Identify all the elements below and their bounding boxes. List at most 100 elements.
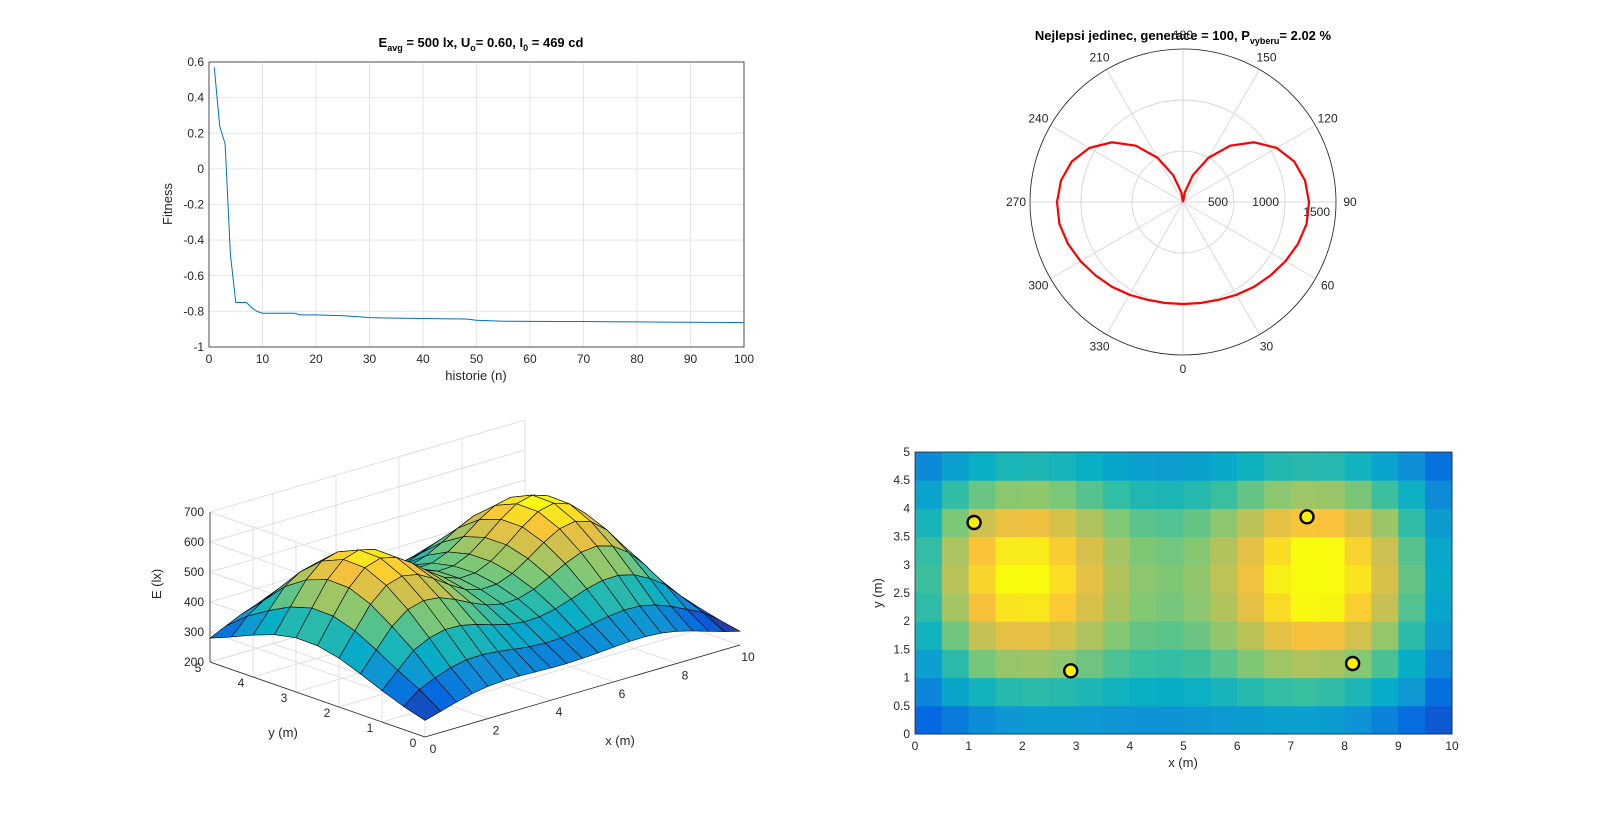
heatmap-cell	[1371, 621, 1399, 650]
heatmap-cell	[1290, 480, 1319, 509]
heatmap-cell	[1129, 452, 1158, 481]
heatmap-cell	[1102, 480, 1131, 509]
heatmap-cell	[941, 593, 970, 622]
heatmap-cell	[1398, 621, 1426, 650]
heatmap-cell	[915, 705, 943, 735]
heatmap-cell	[1398, 480, 1426, 509]
heatmap-cell	[1290, 536, 1319, 566]
heatmap-cell	[1398, 593, 1426, 622]
heatmap-cell	[941, 621, 970, 650]
heatmap-x-tick-label: 6	[1234, 739, 1241, 753]
heatmap-cell	[1344, 621, 1372, 650]
heatmap-cell	[1022, 536, 1050, 566]
fitness-x-tick-label: 10	[256, 352, 270, 366]
fitness-y-tick-label: -0.2	[183, 198, 204, 212]
fitness-grid	[208, 61, 745, 348]
heatmap-cell	[995, 508, 1023, 538]
heatmap-cell	[1210, 621, 1238, 650]
fitness-y-tick-label: -0.6	[183, 269, 204, 283]
surface-z-gridline-back	[209, 419, 526, 513]
polar-grid	[1029, 48, 1337, 356]
heatmap-cell	[915, 564, 943, 594]
polar-radial-tick-label: 1500	[1303, 205, 1330, 219]
heatmap-cell	[1076, 564, 1104, 594]
polar-angle-spoke	[1182, 125, 1316, 203]
heatmap-cell	[1425, 649, 1453, 679]
heatmap-cell	[1425, 593, 1453, 622]
heatmap-cell	[968, 480, 997, 509]
heatmap-cell	[1425, 452, 1453, 481]
heatmap-cell	[1102, 593, 1131, 622]
heatmap-cell	[1344, 508, 1372, 538]
surface-x-axis-label: x (m)	[605, 733, 635, 748]
heatmap-cell	[1210, 649, 1238, 679]
heatmap-cell	[1183, 536, 1211, 566]
heatmap-cell	[1344, 564, 1372, 594]
heatmap-y-tick-label: 5	[903, 445, 910, 459]
heatmap-cell	[1237, 508, 1265, 538]
heatmap-cell	[1425, 677, 1453, 707]
fitness-x-tick-label: 70	[577, 352, 591, 366]
heatmap-y-tick-label: 2	[903, 614, 910, 628]
heatmap-x-tick-label: 7	[1288, 739, 1295, 753]
heatmap-cell	[1290, 705, 1319, 735]
heatmap-cell	[1237, 705, 1265, 735]
heatmap-cell	[1129, 593, 1158, 622]
heatmap-cell	[1156, 452, 1184, 481]
surface-x-tick-label: 10	[741, 650, 755, 664]
heatmap-x-tick-label: 5	[1180, 739, 1187, 753]
heatmap-cell	[995, 621, 1023, 650]
heatmap-cell	[1156, 564, 1184, 594]
heatmap-cell	[1076, 649, 1104, 679]
fitness-x-tick-label: 80	[630, 352, 644, 366]
luminaire-marker	[1344, 655, 1361, 672]
polar-angle-tick-label: 120	[1318, 112, 1338, 126]
heatmap-cell	[1022, 621, 1050, 650]
heatmap-cell	[995, 705, 1023, 735]
luminaire-marker	[1299, 509, 1315, 525]
fitness-x-tick-label: 20	[309, 352, 323, 366]
heatmap-cell	[1129, 705, 1158, 735]
fitness-y-tick-label: 0.6	[187, 55, 204, 69]
heatmap-cell	[1049, 621, 1077, 650]
heatmap-x-tick-label: 3	[1073, 739, 1080, 753]
fitness-y-tick-label: -1	[193, 340, 204, 354]
polar-tick-labels: 500 1000 1500 0 30 60 90 120 150 180 210 240 270 300 3…	[1006, 28, 1357, 376]
heatmap-y-tick-label: 3	[903, 558, 910, 572]
heatmap-cell	[1371, 593, 1399, 622]
heatmap-cell	[1317, 649, 1346, 679]
luminaire-markers	[966, 509, 1361, 679]
heatmap-cell	[1156, 480, 1184, 509]
heatmap-cell	[1183, 564, 1211, 594]
heatmap-y-tick-label: 1.5	[893, 642, 910, 656]
heatmap-cell	[1317, 480, 1346, 509]
heatmap-cell	[1290, 452, 1319, 481]
surface-y-tick-label: 2	[324, 706, 331, 720]
heatmap-cell	[1371, 452, 1399, 481]
heatmap-cell	[941, 564, 970, 594]
heatmap-cell	[1210, 452, 1238, 481]
heatmap-cell	[1317, 705, 1346, 735]
heatmap-cell	[1371, 480, 1399, 509]
heatmap-cell	[1237, 564, 1265, 594]
heatmap-y-tick-label: 3.5	[893, 530, 910, 544]
heatmap-cell	[915, 593, 943, 622]
heatmap-cell	[1290, 621, 1319, 650]
heatmap-cell	[1398, 564, 1426, 594]
heatmap-cell	[1317, 621, 1346, 650]
heatmap-tick-labels: 0 1 2 3 4 5 6 7 8 9 10 0 0.5 1 1.5 2 2.5 3 3.5 4 4.5 5	[893, 445, 1459, 753]
surface-y-tick-label: 0	[410, 736, 417, 750]
polar-angle-spoke	[1106, 69, 1184, 203]
heatmap-cell	[1425, 564, 1453, 594]
heatmap-cell	[1183, 705, 1211, 735]
heatmap-cell	[915, 508, 943, 538]
surface-patch	[403, 689, 442, 721]
polar-radial-tick-label: 500	[1208, 195, 1228, 209]
heatmap-y-tick-label: 0.5	[893, 699, 910, 713]
heatmap-x-tick-label: 1	[965, 739, 972, 753]
heatmap-cell	[1425, 621, 1453, 650]
heatmap-cell	[968, 452, 997, 481]
heatmap-cell	[1264, 536, 1292, 566]
heatmap-cell	[1398, 677, 1426, 707]
